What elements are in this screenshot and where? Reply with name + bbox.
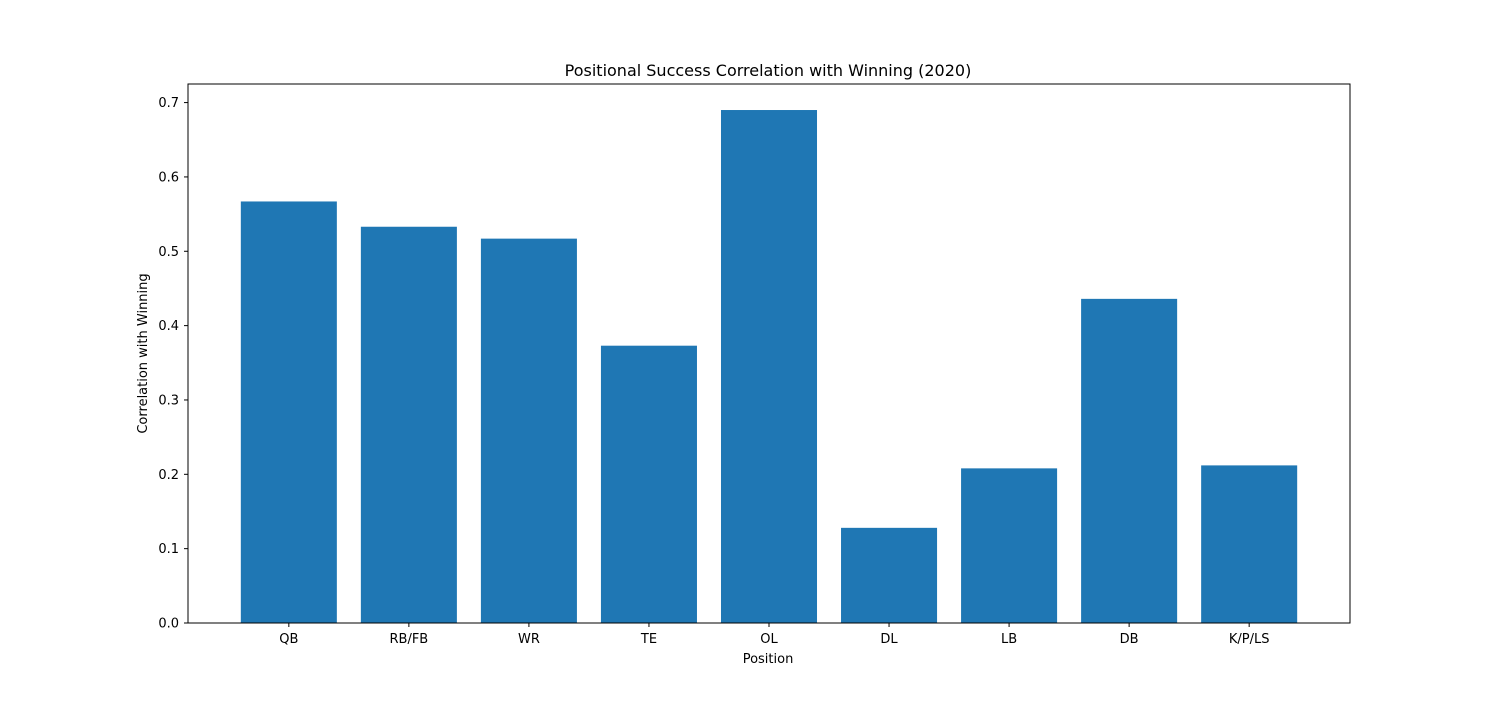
y-tick-label: 0.0 bbox=[158, 617, 179, 632]
x-tick-label: DB bbox=[1120, 632, 1139, 647]
y-axis-ticks: 0.0 0.1 0.2 0.3 0.4 0.5 0.6 0.7 bbox=[158, 96, 188, 632]
x-tick-label: LB bbox=[1001, 632, 1017, 647]
x-tick-label: OL bbox=[760, 632, 778, 647]
x-tick-label: K/P/LS bbox=[1229, 632, 1270, 647]
bar-qb bbox=[240, 201, 337, 623]
bar-db bbox=[1081, 298, 1178, 623]
bar-wr bbox=[480, 238, 577, 623]
bar-te bbox=[600, 345, 697, 623]
x-axis-label: Position bbox=[743, 652, 794, 667]
bar-rb-fb bbox=[360, 226, 457, 623]
bar-k-p-ls bbox=[1201, 465, 1298, 623]
bar-dl bbox=[841, 527, 938, 623]
y-tick-label: 0.1 bbox=[158, 542, 179, 557]
x-tick-label: QB bbox=[279, 632, 298, 647]
y-tick-label: 0.5 bbox=[158, 245, 179, 260]
plot-frame bbox=[187, 83, 1351, 624]
y-tick-label: 0.6 bbox=[158, 170, 179, 185]
y-tick-label: 0.4 bbox=[158, 319, 179, 334]
x-axis-ticks: QB RB/FB WR TE OL DL LB DB K/P/LS bbox=[279, 623, 1269, 647]
x-tick-label: DL bbox=[880, 632, 898, 647]
y-axis-label: Correlation with Winning bbox=[136, 273, 151, 433]
x-tick-label: WR bbox=[518, 632, 540, 647]
bars-group bbox=[240, 110, 1298, 623]
x-tick-label: RB/FB bbox=[390, 632, 429, 647]
y-tick-label: 0.2 bbox=[158, 468, 179, 483]
bar-ol bbox=[720, 110, 818, 623]
x-tick-label: TE bbox=[640, 632, 657, 647]
y-tick-label: 0.3 bbox=[158, 393, 179, 408]
y-tick-label: 0.7 bbox=[158, 96, 179, 111]
chart-title: Positional Success Correlation with Winn… bbox=[565, 61, 972, 80]
bar-lb bbox=[961, 468, 1058, 623]
